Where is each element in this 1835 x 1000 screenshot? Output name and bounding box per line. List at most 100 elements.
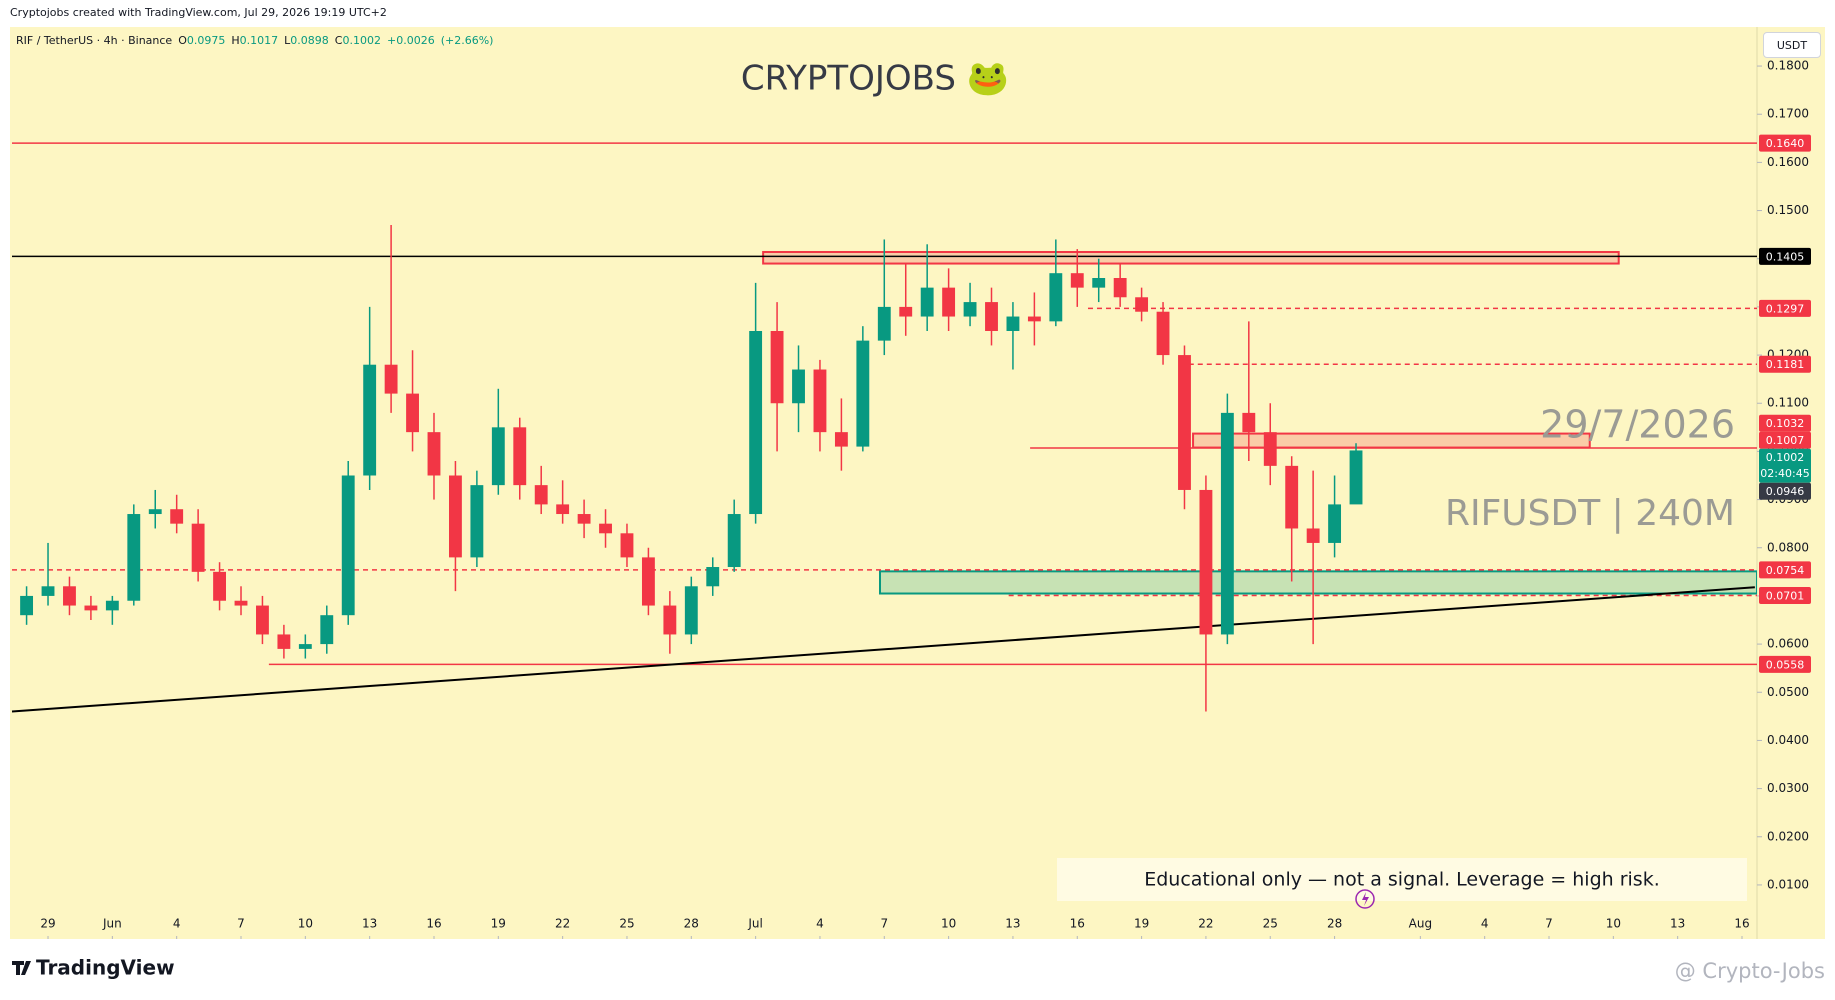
x-tick-label: 29 <box>40 917 55 931</box>
x-tick-label: 4 <box>816 917 824 931</box>
legend-key: O <box>178 34 187 47</box>
level-label-bg <box>1759 299 1811 317</box>
legend-field: O0.0975 <box>178 34 225 47</box>
x-tick-label: 4 <box>1481 917 1489 931</box>
level-label: 0.1002 <box>1766 451 1805 464</box>
candle-body <box>298 644 312 649</box>
candle-body <box>513 427 527 486</box>
level-label: 0.0754 <box>1766 564 1805 577</box>
candle-body <box>105 600 119 611</box>
level-label-bg <box>1759 414 1811 432</box>
level-label-bg <box>1759 247 1811 265</box>
legend-value: 0.1017 <box>239 34 279 47</box>
legend-key: H <box>231 34 240 47</box>
candle-body <box>1049 273 1063 322</box>
level-label: 0.0946 <box>1766 485 1805 498</box>
candle-body <box>1306 528 1320 543</box>
candle-body <box>556 504 570 515</box>
candle-body <box>792 369 805 404</box>
candle-body <box>341 475 355 616</box>
y-tick-label: 0.0500 <box>1767 685 1809 699</box>
candle-body <box>599 523 612 534</box>
candle-body <box>1199 489 1213 635</box>
y-tick-label: 0.1100 <box>1767 396 1809 410</box>
candle-body <box>277 634 291 649</box>
legend-value: 0.1002 <box>342 34 381 47</box>
candle-body <box>406 393 419 433</box>
x-tick-label: 22 <box>1198 917 1213 931</box>
zone <box>1192 432 1591 449</box>
candle-body <box>834 432 848 447</box>
legend-value: 0.0898 <box>290 34 329 47</box>
trendline <box>11 586 1755 713</box>
candle-body <box>148 509 162 515</box>
level-label: 0.0558 <box>1766 658 1805 671</box>
candle-body <box>1006 316 1020 331</box>
level-label: 0.1640 <box>1766 137 1805 150</box>
x-tick-label: 19 <box>491 917 506 931</box>
y-tick-label: 0.1800 <box>1767 59 1809 73</box>
x-tick-label: 13 <box>1005 917 1020 931</box>
candle-body <box>1135 297 1149 312</box>
x-tick-label: 4 <box>173 917 181 931</box>
x-tick-label: Jul <box>747 917 762 931</box>
candle-body <box>384 364 398 394</box>
plot-area <box>11 142 1757 713</box>
level-label: 0.1007 <box>1766 434 1805 447</box>
candle-body <box>727 514 741 568</box>
candle-body <box>1220 412 1234 635</box>
x-tick-label: 28 <box>1327 917 1342 931</box>
level-label: 0.1181 <box>1766 358 1805 371</box>
candle-body <box>1178 355 1191 490</box>
note-box <box>1057 858 1747 901</box>
x-tick-label: Aug <box>1409 917 1432 931</box>
x-tick-label: 7 <box>237 917 245 931</box>
candle-body <box>684 586 698 635</box>
legend-field: L0.0898 <box>284 34 329 47</box>
candle-body <box>363 364 377 476</box>
legend-value: 0.0975 <box>186 34 226 47</box>
candle-body <box>620 533 634 558</box>
x-tick-label: 7 <box>880 917 888 931</box>
candle-body <box>856 340 870 447</box>
x-tick-label: 25 <box>1263 917 1278 931</box>
candle-body <box>84 605 98 611</box>
candle-body <box>1285 465 1299 529</box>
candle-body <box>985 302 998 331</box>
level-label-bg <box>1759 561 1811 579</box>
y-tick-label: 0.0600 <box>1767 637 1809 651</box>
logo-icon <box>12 961 31 975</box>
x-tick-label: 7 <box>1545 917 1553 931</box>
candle-body <box>427 432 441 476</box>
y-tick-label: 0.0200 <box>1767 829 1809 843</box>
event-icon-bolt <box>1362 892 1369 906</box>
event-icon[interactable] <box>1355 889 1375 909</box>
candle-body <box>470 485 484 558</box>
candle-body <box>1328 504 1342 543</box>
axes: 0.0100 0.0200 0.0300 0.0400 0.0500 0.0600 0.07… <box>40 59 1811 939</box>
currency-button[interactable]: USDT <box>1763 32 1821 58</box>
footer-watermark: @ Crypto-Jobs <box>1675 959 1825 983</box>
candle-body <box>749 330 763 515</box>
candle-body <box>963 302 977 317</box>
y-tick-label: 0.1600 <box>1767 155 1809 169</box>
y-tick-label: 0.1500 <box>1767 203 1809 217</box>
candle-body <box>1263 432 1277 466</box>
x-tick-label: 10 <box>298 917 313 931</box>
candle-body <box>706 567 720 587</box>
candle-body <box>256 605 269 635</box>
candle-body <box>127 514 141 601</box>
candle-body <box>1349 450 1363 505</box>
candle-body <box>170 509 184 524</box>
x-tick-label: 28 <box>684 917 699 931</box>
candle-body <box>1242 412 1256 433</box>
x-tick-label: 22 <box>555 917 570 931</box>
y-tick-label: 0.1700 <box>1767 107 1809 121</box>
level-label-bg <box>1759 482 1811 500</box>
candle-body <box>20 595 34 616</box>
candle-body <box>1070 273 1084 288</box>
x-tick-label: Jun <box>102 917 122 931</box>
candle-body <box>1113 278 1127 298</box>
y-tick-label: 0.0400 <box>1767 733 1809 747</box>
